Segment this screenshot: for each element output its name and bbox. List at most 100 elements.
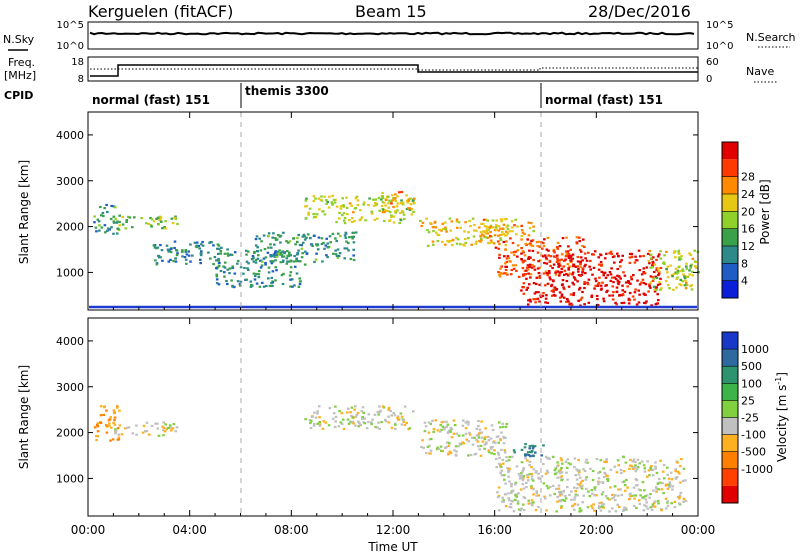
power-cell [289,254,292,257]
velocity-cell [462,442,465,445]
power-cell [359,209,362,212]
power-cell [392,221,396,224]
power-cell [545,294,548,297]
power-cell [328,195,331,198]
velocity-cell [598,470,602,474]
velocity-cell [652,501,656,505]
power-cell [685,281,688,285]
power-cell [479,235,482,238]
power-cell [184,249,188,252]
velocity-cell [547,457,550,460]
power-cell [478,239,481,243]
power-cell [159,256,162,259]
power-cell [438,228,441,231]
velocity-cell [507,469,511,472]
power-cell [337,232,340,235]
power-cell [532,225,535,228]
power-cell [579,262,582,265]
velocity-cell [113,412,116,415]
power-cell [335,254,339,258]
power-cell [176,222,179,226]
velocity-cell [469,453,473,457]
power-cell [300,247,304,250]
power-cell [326,242,330,245]
velocity-cell [520,461,524,464]
power-cell [527,234,531,237]
power-cell [576,265,579,268]
power-cell [301,241,305,244]
power-cell [517,275,521,278]
velocity-cell [489,446,493,449]
velocity-cell [455,432,459,435]
power-cell [399,219,403,222]
power-cell [656,267,660,270]
power-cell [682,273,685,276]
power-cell [505,260,509,263]
power-cell [167,260,171,263]
velocity-cell [447,430,450,434]
power-cell [621,289,624,292]
velocity-cell [487,451,491,454]
power-cell [157,254,160,257]
velocity-cell [172,423,176,426]
power-cell [603,271,607,274]
power-cell [475,229,478,232]
power-cell [228,272,231,275]
velocity-cell [483,447,486,450]
power-cell [602,297,605,300]
velocity-colorbar-swatch [722,366,738,384]
power-cell [568,272,572,275]
power-cell [688,269,691,272]
velocity-cell [656,499,660,503]
velocity-patch [420,419,509,457]
power-cell [552,263,556,266]
power-cell [322,241,325,245]
power-cell [448,217,452,220]
power-cell [525,266,529,269]
power-cell [504,272,508,275]
power-cell [566,250,570,253]
velocity-cell [535,491,539,494]
velocity-cell [655,487,658,491]
power-cell [255,235,259,238]
power-cell [628,299,632,302]
power-cell [510,220,514,223]
power-cell [274,259,277,262]
velocity-cell [531,504,534,507]
power-cell [264,263,267,266]
power-cell [512,251,516,254]
power-cell [310,243,314,246]
power-cell [467,231,470,234]
velocity-y-tick-label: 1000 [56,472,84,485]
power-panel-frame [87,111,699,311]
power-cell [156,246,160,249]
power-cell [550,283,554,286]
power-cell [409,197,412,200]
noise-left-tick-top: 10^5 [57,20,84,31]
power-cell [100,226,104,229]
cpid-segment-1: normal (fast) 151 [92,93,210,107]
velocity-cell [108,418,112,421]
power-cell [307,213,310,216]
velocity-cell [624,507,627,510]
power-cell [173,240,177,243]
power-cell [565,300,568,303]
power-cell [600,270,604,273]
power-cell [401,211,405,214]
velocity-cell [390,414,393,417]
power-cell [649,253,653,256]
power-cell [505,257,509,260]
velocity-cell [570,498,573,501]
power-cell [347,249,350,252]
power-cell [691,274,694,277]
velocity-cell [654,461,657,464]
velocity-cell [499,465,503,468]
power-cell [488,226,491,229]
power-cell [169,251,173,254]
power-cell [569,293,573,296]
power-cell [546,274,549,277]
velocity-cell [556,495,559,499]
velocity-cell [467,440,471,443]
velocity-cell [428,452,431,455]
